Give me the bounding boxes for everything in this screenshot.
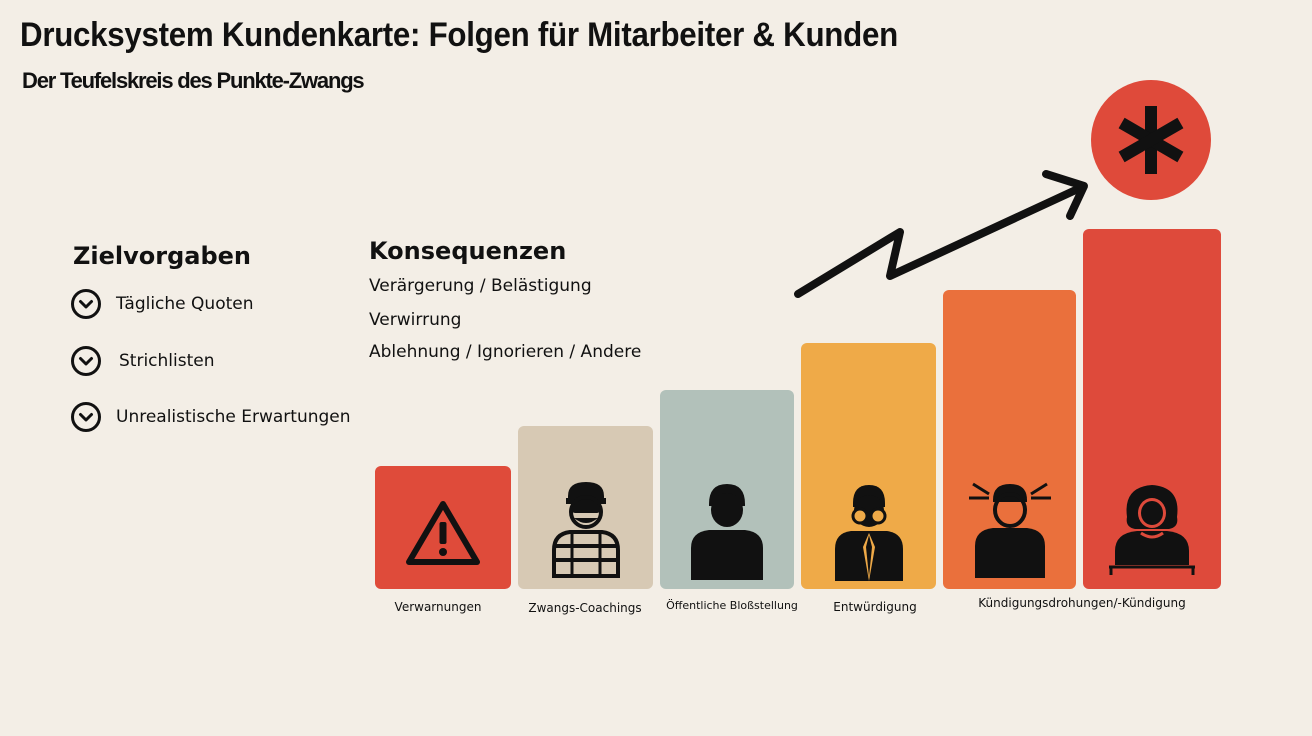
step-label: Kündigungsdrohungen/-Kündigung <box>978 596 1186 610</box>
goal-label: Unrealistische Erwartungen <box>116 407 351 427</box>
woman-icon <box>1109 485 1195 575</box>
goal-label: Strichlisten <box>119 351 215 371</box>
step-bar-final <box>1083 229 1221 589</box>
step-label: Zwangs-Coachings <box>528 601 642 615</box>
step-bar-entwürdigung <box>801 343 936 589</box>
chevron-down-circle-icon <box>71 346 101 376</box>
coached-person-icon <box>551 482 620 578</box>
step-label: Öffentliche Bloßstellung <box>666 599 798 612</box>
step-label: Verwarnungen <box>394 600 482 614</box>
goal-label: Tägliche Quoten <box>116 294 254 314</box>
person-glasses-icon <box>834 485 903 581</box>
consequences-heading: Konsequenzen <box>369 237 567 265</box>
step-bar-kündigung <box>943 290 1076 589</box>
page-subtitle: Der Teufelskreis des Punkte-Zwangs <box>22 68 365 93</box>
asterisk-icon <box>1118 106 1184 174</box>
goal-item: Tägliche Quoten <box>70 287 254 321</box>
stressed-person-icon <box>968 482 1051 578</box>
consequence-item: Verärgerung / Belästigung <box>369 276 592 296</box>
step-bar-bloßstellung <box>660 390 794 589</box>
page-title: Drucksystem Kundenkarte: Folgen für Mita… <box>20 16 898 54</box>
step-bar-zwangs-coachings <box>518 426 653 589</box>
consequence-item: Ablehnung / Ignorieren / Andere <box>369 342 642 362</box>
goal-item: Strichlisten <box>70 344 215 378</box>
goal-item: Unrealistische Erwartungen <box>70 400 351 434</box>
step-label: Entwürdigung <box>833 600 917 614</box>
goals-heading: Zielvorgaben <box>73 242 252 270</box>
zigzag-arrow-icon <box>794 170 1088 298</box>
chevron-down-circle-icon <box>71 402 101 432</box>
consequence-item: Verwirrung <box>369 310 462 330</box>
person-icon <box>691 484 763 580</box>
chevron-down-circle-icon <box>71 289 101 319</box>
asterisk-circle <box>1091 80 1211 200</box>
warning-icon <box>406 501 480 565</box>
step-bar-verwarnungen <box>375 466 511 589</box>
